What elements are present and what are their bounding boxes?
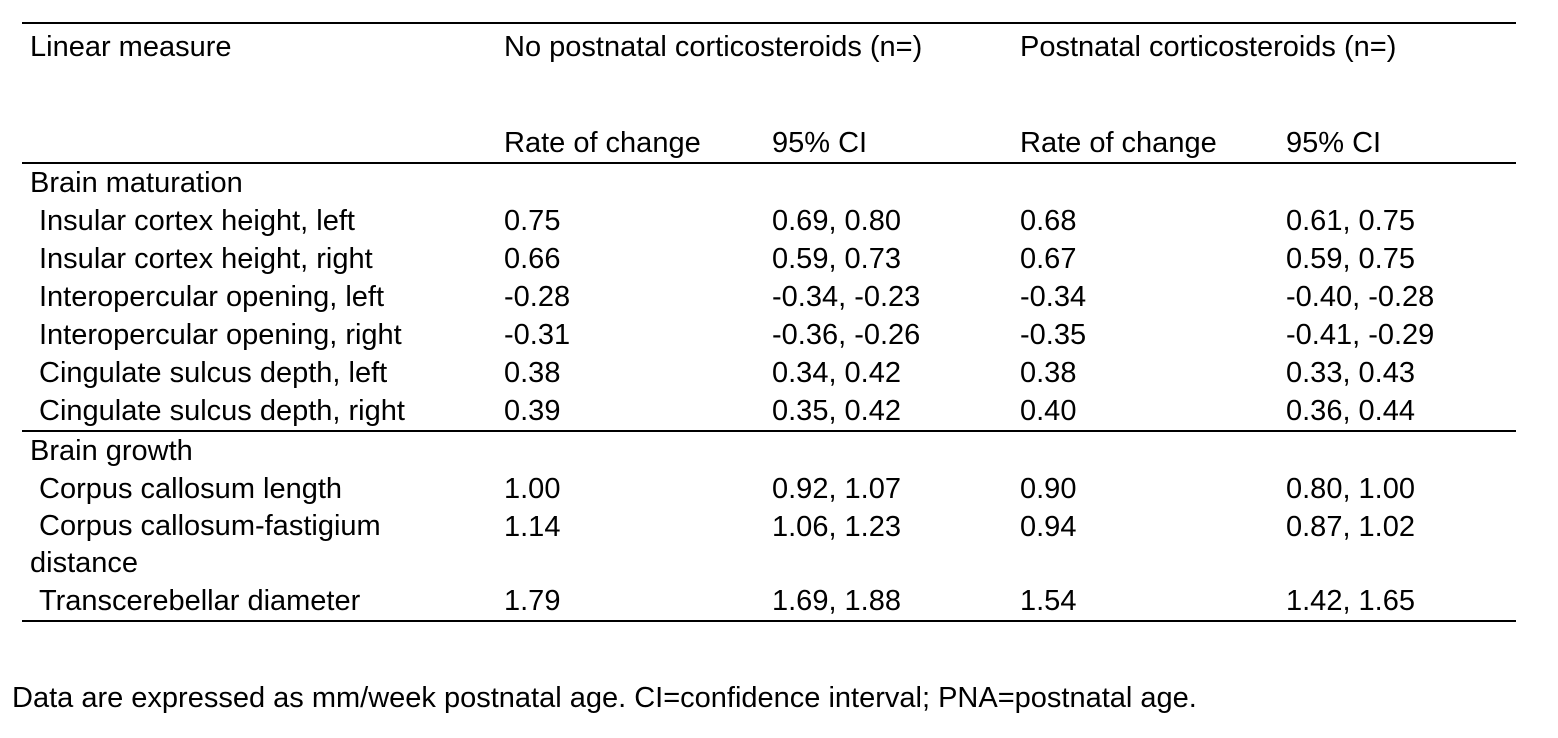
row-label: Cingulate sulcus depth, left xyxy=(39,357,388,389)
table-row: Insular cortex height, right 0.66 0.59, 0.… xyxy=(22,240,1516,278)
subheader-ci-group2: 95% CI xyxy=(1278,126,1516,164)
section-header-row: Brain maturation xyxy=(22,163,1516,202)
rate-corticosteroids: -0.34 xyxy=(1020,281,1087,313)
header-group-no-corticosteroids: No postnatal corticosteroids (n=) xyxy=(496,22,1012,126)
ci-no-corticosteroids: 0.34, 0.42 xyxy=(772,357,901,389)
table-body: Brain maturation Insular cortex height, l… xyxy=(22,163,1516,622)
ci-no-corticosteroids: 0.69, 0.80 xyxy=(772,205,901,237)
subheader-rate-group1: Rate of change xyxy=(496,126,764,164)
section-header-row: Brain growth xyxy=(22,431,1516,470)
rate-corticosteroids: 0.68 xyxy=(1020,205,1077,237)
header-linear-measure: Linear measure xyxy=(22,22,496,126)
ci-corticosteroids: 0.61, 0.75 xyxy=(1286,205,1415,237)
table-row: Interopercular opening, left -0.28 -0.34, … xyxy=(22,278,1516,316)
rate-no-corticosteroids: -0.31 xyxy=(504,319,571,351)
row-label: Cingulate sulcus depth, right xyxy=(22,392,496,432)
ci-no-corticosteroids: 0.92, 1.07 xyxy=(772,473,901,505)
ci-no-corticosteroids: -0.36, -0.26 xyxy=(772,319,921,351)
rate-no-corticosteroids: 0.38 xyxy=(504,357,561,389)
row-label: Corpus callosum-fastigium distance xyxy=(30,510,381,579)
rate-no-corticosteroids: -0.28 xyxy=(504,281,571,313)
header-group-corticosteroids: Postnatal corticosteroids (n=) xyxy=(1012,22,1516,126)
ci-no-corticosteroids: 1.69, 1.88 xyxy=(764,582,1012,622)
table-row: Corpus callosum-fastigium distance 1.14 1.… xyxy=(22,508,1516,582)
rate-no-corticosteroids: 1.00 xyxy=(504,473,561,505)
row-label: Insular cortex height, right xyxy=(39,243,373,275)
ci-no-corticosteroids: -0.34, -0.23 xyxy=(772,281,921,313)
ci-corticosteroids: 0.59, 0.75 xyxy=(1286,243,1415,275)
rate-corticosteroids: 0.38 xyxy=(1020,357,1077,389)
rate-corticosteroids: -0.35 xyxy=(1020,319,1087,351)
rate-no-corticosteroids: 0.66 xyxy=(504,243,561,275)
ci-corticosteroids: 0.36, 0.44 xyxy=(1278,392,1516,432)
rate-corticosteroids: 0.67 xyxy=(1020,243,1077,275)
table-row: Cingulate sulcus depth, right 0.39 0.35, 0… xyxy=(22,392,1516,432)
row-label: Interopercular opening, left xyxy=(39,281,384,313)
header-group-no-corticosteroids-text: No postnatal corticosteroids (n=) xyxy=(504,31,923,63)
table-row: Transcerebellar diameter 1.79 1.69, 1.88 1.… xyxy=(22,582,1516,622)
subheader-ci-group1: 95% CI xyxy=(764,126,1012,164)
rate-corticosteroids: 0.94 xyxy=(1020,511,1077,543)
rate-no-corticosteroids: 1.14 xyxy=(504,511,561,543)
ci-no-corticosteroids: 0.35, 0.42 xyxy=(764,392,1012,432)
table-row: Cingulate sulcus depth, left 0.38 0.34, 0.… xyxy=(22,354,1516,392)
ci-no-corticosteroids: 0.59, 0.73 xyxy=(772,243,901,275)
table-subheader-row: Rate of change 95% CI Rate of change 95%… xyxy=(22,126,1516,164)
ci-corticosteroids: -0.41, -0.29 xyxy=(1286,319,1435,351)
subheader-blank xyxy=(22,126,496,164)
subheader-rate-group2: Rate of change xyxy=(1012,126,1278,164)
section-title: Brain maturation xyxy=(30,167,243,199)
results-table: Linear measure No postnatal corticostero… xyxy=(22,22,1516,622)
ci-corticosteroids: -0.40, -0.28 xyxy=(1286,281,1435,313)
table-header-row: Linear measure No postnatal corticostero… xyxy=(22,22,1516,126)
row-label: Insular cortex height, left xyxy=(39,205,355,237)
ci-corticosteroids: 1.42, 1.65 xyxy=(1278,582,1516,622)
rate-corticosteroids: 1.54 xyxy=(1012,582,1278,622)
rate-corticosteroids: 0.90 xyxy=(1020,473,1077,505)
rate-no-corticosteroids: 0.75 xyxy=(504,205,561,237)
section-title: Brain growth xyxy=(30,435,193,467)
ci-corticosteroids: 0.87, 1.02 xyxy=(1286,511,1415,543)
rate-no-corticosteroids: 0.39 xyxy=(496,392,764,432)
table-footnote: Data are expressed as mm/week postnatal … xyxy=(12,682,1197,714)
table-row: Interopercular opening, right -0.31 -0.36,… xyxy=(22,316,1516,354)
rate-no-corticosteroids: 1.79 xyxy=(496,582,764,622)
ci-no-corticosteroids: 1.06, 1.23 xyxy=(772,511,901,543)
row-label: Corpus callosum length xyxy=(39,473,343,505)
ci-corticosteroids: 0.33, 0.43 xyxy=(1286,357,1415,389)
row-label: Interopercular opening, right xyxy=(39,319,402,351)
rate-corticosteroids: 0.40 xyxy=(1012,392,1278,432)
table-row: Corpus callosum length 1.00 0.92, 1.07 0.90… xyxy=(22,470,1516,508)
row-label: Transcerebellar diameter xyxy=(22,582,496,622)
ci-corticosteroids: 0.80, 1.00 xyxy=(1286,473,1415,505)
table-row: Insular cortex height, left 0.75 0.69, 0.8… xyxy=(22,202,1516,240)
